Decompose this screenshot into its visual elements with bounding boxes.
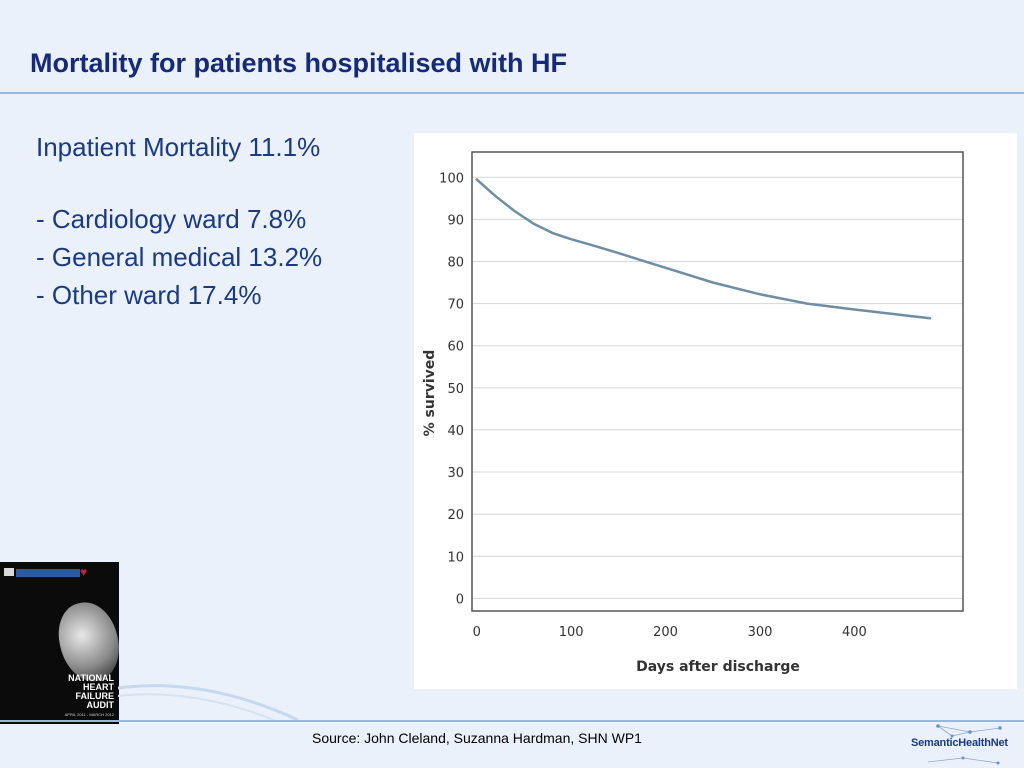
y-tick-label: 60	[447, 340, 464, 355]
cover-title: NATIONAL HEART FAILURE AUDIT	[44, 674, 114, 710]
y-tick-label: 80	[447, 255, 464, 270]
decorative-swoosh	[118, 684, 299, 722]
other-ward-line: - Other ward 17.4%	[36, 280, 262, 310]
survival-curve	[475, 178, 932, 320]
x-tick-label: 100	[559, 625, 584, 640]
slide-title: Mortality for patients hospitalised with…	[30, 48, 568, 78]
y-tick-label: 10	[447, 550, 464, 565]
x-tick-label: 0	[473, 625, 481, 640]
x-tick-label: 400	[842, 625, 867, 640]
cover-header-bar	[16, 569, 80, 577]
network-graphic	[927, 724, 1002, 765]
x-tick-label: 300	[748, 625, 773, 640]
survival-chart: 0 10 20 30 40 50 60 70 80 90 100 0 100 200 300 400 % s…	[414, 133, 1017, 689]
y-tick-label: 50	[447, 382, 464, 397]
audit-report-cover: ♥ NATIONAL HEART FAILURE AUDIT APRIL 201…	[0, 562, 126, 724]
mortality-summary: Inpatient Mortality 11.1% - Cardiology w…	[36, 128, 322, 314]
y-tick-label: 30	[447, 466, 464, 481]
y-tick-label: 70	[447, 298, 464, 313]
survival-chart-svg: 0 10 20 30 40 50 60 70 80 90 100 0 100 200 300 400 % s…	[422, 151, 964, 675]
cover-title-line: FAILURE	[75, 691, 114, 701]
inpatient-mortality-line: Inpatient Mortality 11.1%	[36, 132, 321, 162]
cover-date: APRIL 2011 - MARCH 2012	[64, 712, 114, 717]
cover-title-line: AUDIT	[86, 700, 115, 710]
heart-logo-icon: ♥	[80, 565, 88, 579]
source-credit: Source: John Cleland, Suzanna Hardman, S…	[312, 730, 642, 746]
title-divider	[0, 92, 1024, 94]
cardiology-ward-line: - Cardiology ward 7.8%	[36, 204, 307, 234]
plot-frame	[471, 151, 964, 612]
semantichealthnet-logo: SemanticHealthNet	[908, 722, 1020, 766]
y-tick-label: 20	[447, 508, 464, 523]
y-tick-label: 40	[447, 424, 464, 439]
general-medical-line: - General medical 13.2%	[36, 242, 323, 272]
cover-title-line: HEART	[83, 682, 114, 692]
y-tick-label: 0	[456, 592, 464, 607]
footer-divider	[0, 720, 1024, 722]
logo-text: SemanticHealthNet	[911, 737, 1008, 749]
y-axis-label: % survived	[422, 350, 438, 437]
cover-title-line: NATIONAL	[68, 673, 114, 683]
x-axis-label: Days after discharge	[636, 659, 800, 675]
x-tick-label: 200	[653, 625, 678, 640]
publisher-logo	[4, 568, 14, 576]
y-tick-label: 90	[447, 213, 464, 228]
y-tick-label: 100	[439, 171, 464, 186]
